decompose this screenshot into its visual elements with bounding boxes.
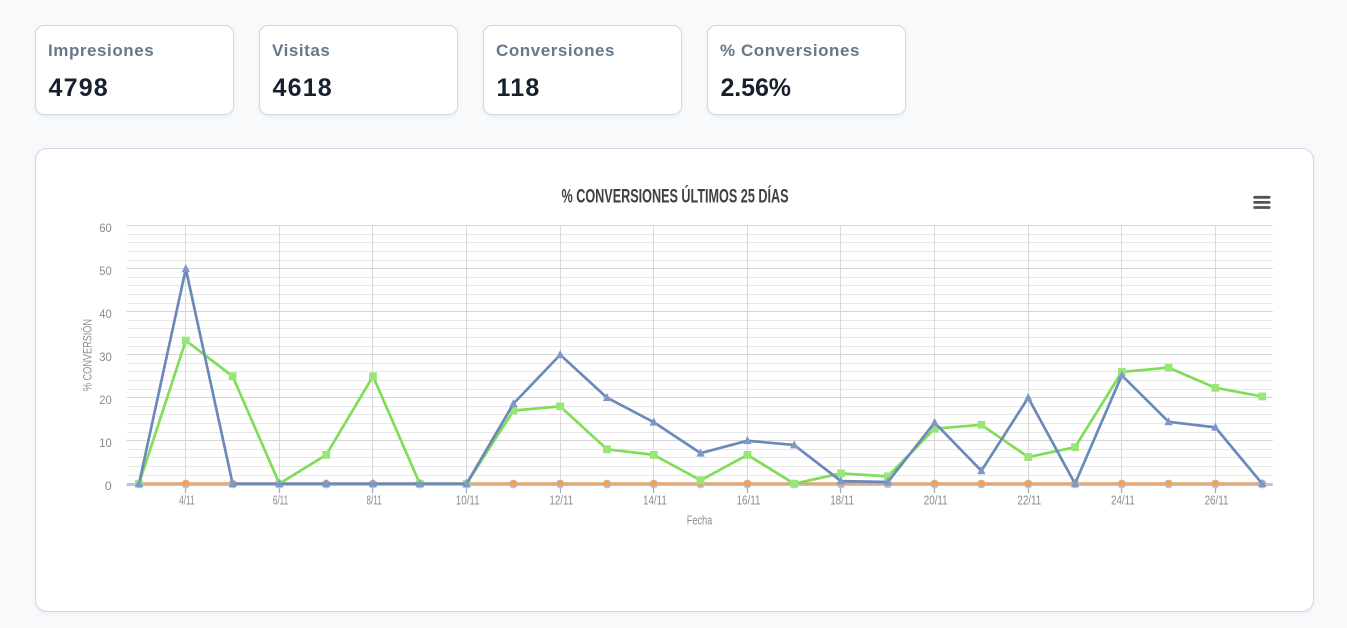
svg-text:22/11: 22/11 (1017, 492, 1041, 507)
svg-text:50: 50 (99, 264, 112, 278)
svg-text:30: 30 (99, 350, 112, 364)
svg-text:24/11: 24/11 (1111, 492, 1135, 507)
svg-text:% CONVERSIÓN: % CONVERSIÓN (80, 319, 95, 391)
svg-text:8/11: 8/11 (366, 492, 382, 507)
svg-text:0: 0 (105, 479, 112, 493)
svg-text:Fecha: Fecha (687, 514, 713, 528)
svg-text:18/11: 18/11 (830, 492, 854, 507)
svg-text:% CONVERSIONES ÚLTIMOS 25 DÍAS: % CONVERSIONES ÚLTIMOS 25 DÍAS (562, 186, 789, 208)
svg-text:12/11: 12/11 (549, 492, 573, 507)
svg-text:16/11: 16/11 (737, 492, 761, 507)
svg-text:6/11: 6/11 (273, 492, 289, 507)
svg-text:26/11: 26/11 (1205, 492, 1229, 507)
svg-text:60: 60 (99, 221, 112, 235)
svg-text:4/11: 4/11 (179, 492, 195, 507)
svg-text:20/11: 20/11 (924, 492, 948, 507)
svg-text:14/11: 14/11 (643, 492, 667, 507)
svg-text:10/11: 10/11 (456, 492, 480, 507)
svg-text:10: 10 (99, 436, 112, 450)
svg-text:20: 20 (99, 393, 112, 407)
svg-text:40: 40 (99, 307, 112, 321)
